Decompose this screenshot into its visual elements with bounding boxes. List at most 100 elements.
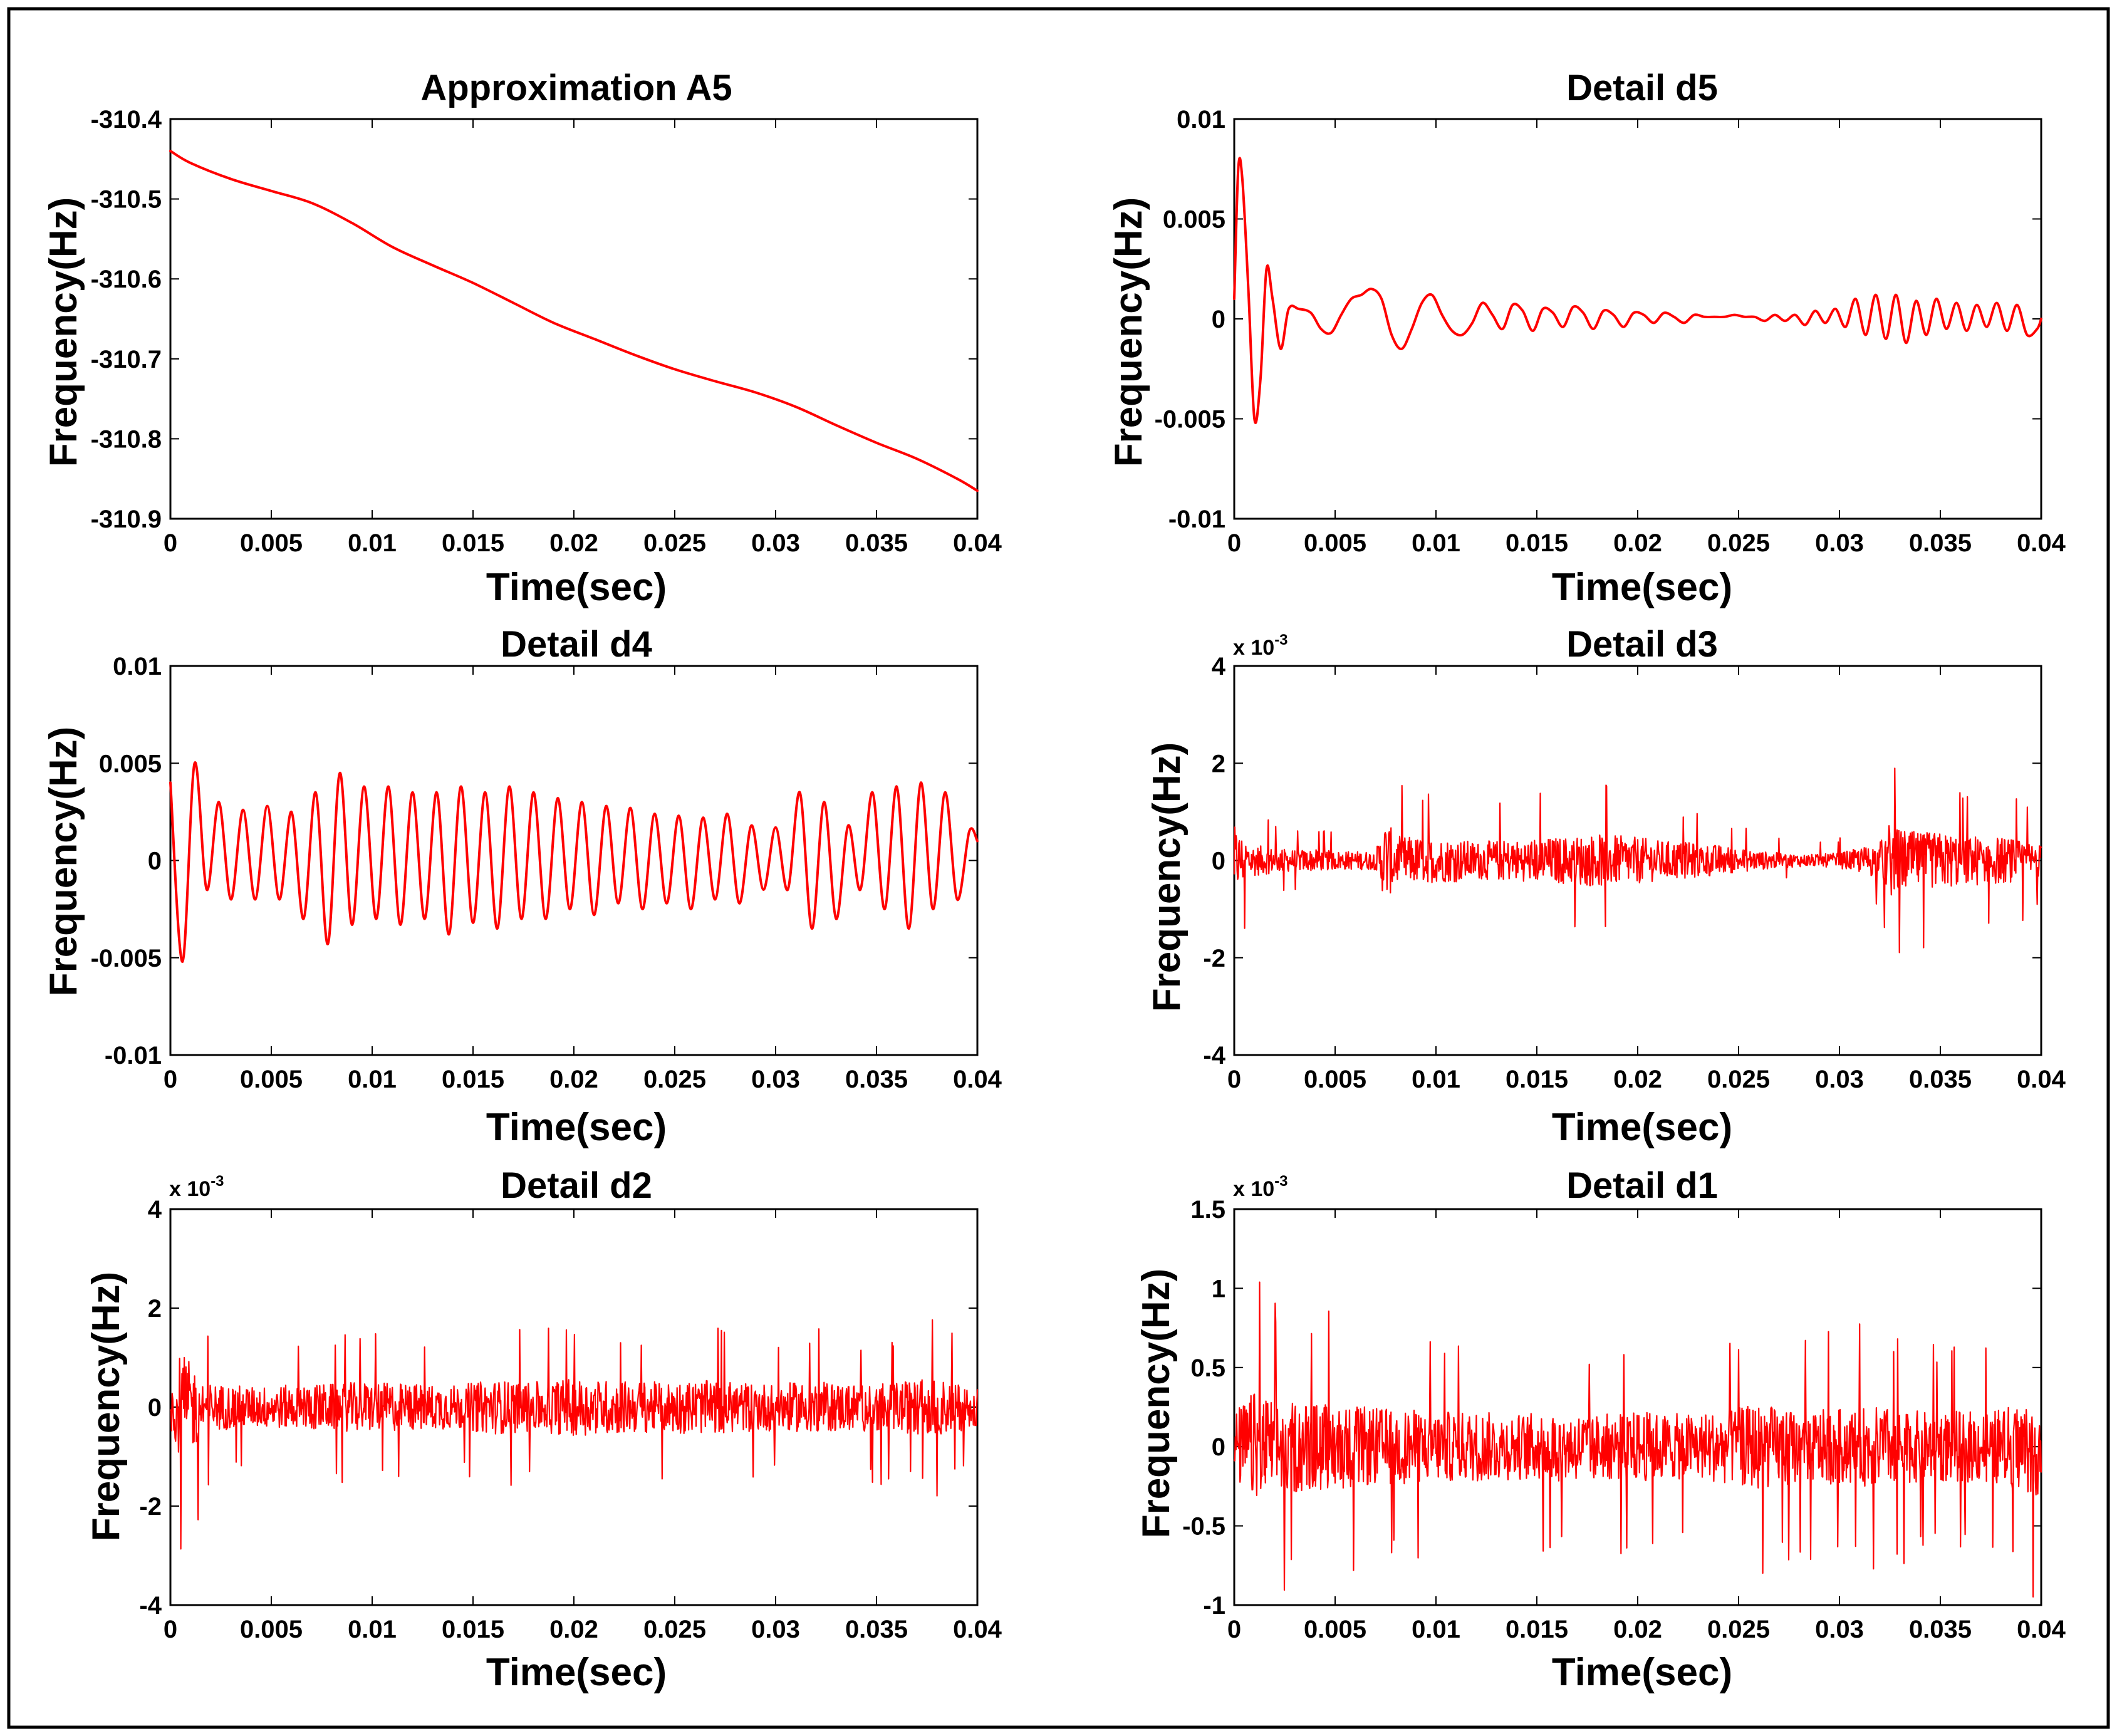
y-axis-label: Frequency(Hz) xyxy=(42,197,85,467)
x-tick-label: 0.025 xyxy=(643,1066,706,1093)
y-tick-label: 0 xyxy=(1212,306,1225,333)
series-d5-line xyxy=(1233,157,2042,424)
y-tick-label: 0 xyxy=(148,1394,162,1422)
x-tick-label: 0.01 xyxy=(348,1616,397,1643)
plot-area: 0 0.005 0.01 0.015 0.02 0.025 0.03 0.035 0.04 4 2 0… xyxy=(139,1196,1002,1643)
y-tick-label: -0.5 xyxy=(1182,1513,1225,1541)
y-tick-label: 2 xyxy=(148,1295,162,1323)
chart-title: Detail d2 xyxy=(501,1165,652,1206)
x-tick-label: 0.01 xyxy=(348,1066,397,1093)
y-tick-label: 4 xyxy=(1212,653,1226,680)
series-A5-line xyxy=(169,150,979,492)
chart-title: Approximation A5 xyxy=(420,68,732,108)
y-tick-label: 2 xyxy=(1212,750,1225,777)
chart-d2: Detail d2 Time(sec) Frequency(Hz) x 10-3… xyxy=(85,1165,1002,1694)
x-tick-label: 0.03 xyxy=(1815,1616,1864,1643)
x-tick-label: 0.035 xyxy=(1909,529,1972,557)
chart-title: Detail d1 xyxy=(1566,1165,1718,1206)
x-tick-label: 0.005 xyxy=(1304,1616,1366,1643)
x-tick-label: 0.035 xyxy=(1909,1066,1972,1093)
x-tick-label: 0.03 xyxy=(751,529,800,557)
x-tick-label: 0.015 xyxy=(442,529,504,557)
x-tick-label: 0.035 xyxy=(845,529,908,557)
y-tick-label: -310.8 xyxy=(91,425,162,453)
y-tick-label: -0.01 xyxy=(1168,506,1225,533)
chart-d3: Detail d3 Time(sec) Frequency(Hz) x 10-3… xyxy=(1145,624,2066,1149)
x-tick-label: 0.03 xyxy=(1815,1066,1864,1093)
x-tick-label: 0.02 xyxy=(549,1616,598,1643)
plot-area: 0 0.005 0.01 0.015 0.02 0.025 0.03 0.035 0.04 0.0… xyxy=(1155,106,2066,557)
y-axis-label: Frequency(Hz) xyxy=(1135,1269,1178,1539)
y-tick-label: -2 xyxy=(1203,945,1225,972)
x-tick-label: 0.005 xyxy=(1304,529,1366,557)
plot-area: 0 0.005 0.01 0.015 0.02 0.025 0.03 0.035 0.04 1.5… xyxy=(1182,1196,2066,1643)
series-d1-line xyxy=(1233,1281,2042,1598)
y-tick-label: -2 xyxy=(139,1493,162,1520)
y-tick-label: -0.005 xyxy=(91,945,162,972)
x-tick-label: 0.04 xyxy=(2017,1616,2066,1643)
x-tick-label: 0.02 xyxy=(549,529,598,557)
y-tick-label: -310.9 xyxy=(91,506,162,533)
x-axis-label: Time(sec) xyxy=(486,566,667,609)
x-tick-label: 0.02 xyxy=(1613,1066,1662,1093)
y-axis-label: Frequency(Hz) xyxy=(85,1272,128,1542)
chart-title: Detail d4 xyxy=(501,624,652,665)
x-tick-label: 0.005 xyxy=(1304,1066,1366,1093)
chart-d5: Detail d5 Time(sec) Frequency(Hz) 0 0.005… xyxy=(1107,68,2066,609)
x-tick-label: 0.025 xyxy=(1707,1066,1770,1093)
x-tick-label: 0.025 xyxy=(1707,529,1770,557)
x-tick-label: 0.01 xyxy=(1412,1066,1460,1093)
x-tick-label: 0.01 xyxy=(1412,529,1460,557)
y-axis-label: Frequency(Hz) xyxy=(42,727,85,997)
x-tick-label: 0 xyxy=(1227,1616,1241,1643)
series-d4-line xyxy=(169,761,979,964)
plot-frame xyxy=(1233,118,2042,520)
y-tick-label: 1.5 xyxy=(1190,1196,1225,1224)
y-multiplier: x 10-3 xyxy=(1233,632,1288,660)
y-tick-label: 0.005 xyxy=(1163,206,1225,234)
y-tick-label: 0 xyxy=(1212,848,1225,875)
x-axis-label: Time(sec) xyxy=(486,1106,667,1149)
x-tick-label: 0 xyxy=(164,1616,177,1643)
x-tick-label: 0.035 xyxy=(845,1066,908,1093)
x-tick-label: 0.005 xyxy=(240,1616,303,1643)
plot-area: 0 0.005 0.01 0.015 0.02 0.025 0.03 0.035 0.04 4 2 0… xyxy=(1203,653,2066,1093)
x-tick-label: 0.04 xyxy=(953,529,1002,557)
x-tick-label: 0 xyxy=(164,1066,177,1093)
x-axis-label: Time(sec) xyxy=(1552,566,1732,609)
x-tick-label: 0.005 xyxy=(240,529,303,557)
x-tick-label: 0.015 xyxy=(442,1616,504,1643)
y-multiplier: x 10-3 xyxy=(169,1173,224,1201)
y-tick-label: 0.01 xyxy=(113,653,162,680)
y-tick-label: 0 xyxy=(1212,1433,1225,1461)
x-tick-label: 0.03 xyxy=(1815,529,1864,557)
x-tick-label: 0.02 xyxy=(1613,529,1662,557)
x-tick-label: 0 xyxy=(1227,1066,1241,1093)
x-tick-label: 0.035 xyxy=(845,1616,908,1643)
chart-d1: Detail d1 Time(sec) Frequency(Hz) x 10-3… xyxy=(1135,1165,2066,1694)
y-tick-label: -1 xyxy=(1203,1592,1225,1619)
x-axis-label: Time(sec) xyxy=(486,1651,667,1694)
y-tick-label: -4 xyxy=(1203,1042,1225,1069)
chart-d4: Detail d4 Time(sec) Frequency(Hz) 0 0.005… xyxy=(42,624,1002,1149)
y-tick-label: 4 xyxy=(148,1196,162,1224)
chart-title: Detail d5 xyxy=(1566,68,1718,108)
x-axis-label: Time(sec) xyxy=(1552,1651,1732,1694)
x-tick-label: 0.04 xyxy=(2017,1066,2066,1093)
series-d3-line xyxy=(1233,767,2042,954)
y-tick-label: -310.7 xyxy=(91,346,162,373)
x-tick-label: 0.015 xyxy=(442,1066,504,1093)
x-tick-label: 0.01 xyxy=(1412,1616,1460,1643)
x-tick-label: 0.04 xyxy=(953,1066,1002,1093)
x-tick-label: 0.015 xyxy=(1506,529,1568,557)
x-tick-label: 0.015 xyxy=(1506,1616,1568,1643)
y-multiplier: x 10-3 xyxy=(1233,1173,1288,1201)
plot-frame xyxy=(1233,1208,2042,1606)
x-tick-label: 0.04 xyxy=(2017,529,2066,557)
plot-frame xyxy=(169,665,979,1056)
y-tick-label: -310.4 xyxy=(91,106,162,133)
x-tick-label: 0.025 xyxy=(1707,1616,1770,1643)
y-tick-label: -310.5 xyxy=(91,186,162,214)
y-tick-label: -4 xyxy=(139,1592,162,1619)
